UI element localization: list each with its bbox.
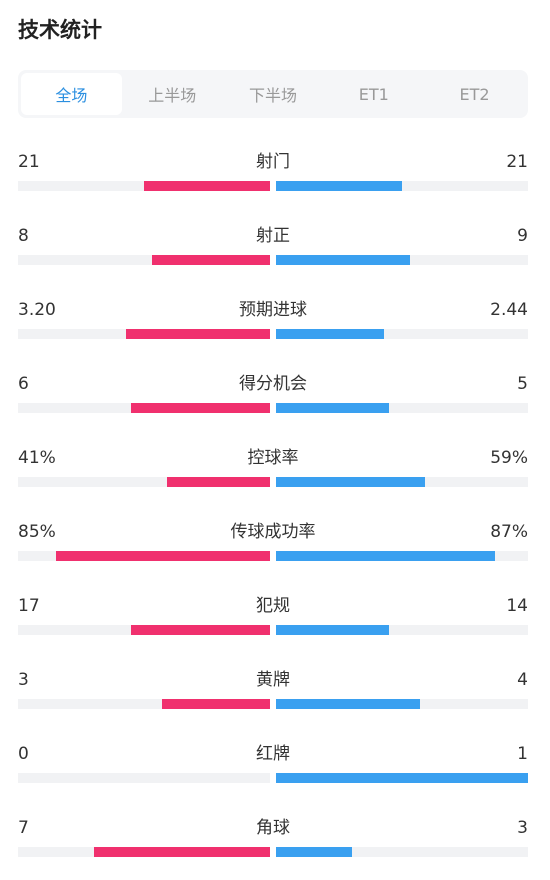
home-bar — [126, 329, 270, 339]
stat-label: 得分机会 — [239, 374, 307, 394]
stat-row-shots: 21 射门 21 — [18, 150, 528, 210]
home-value: 3.20 — [18, 300, 56, 320]
home-bar-track — [18, 255, 270, 265]
stat-row-shots-on-target: 8 射正 9 — [18, 224, 528, 284]
away-bar — [276, 551, 496, 561]
stat-label: 角球 — [256, 818, 290, 838]
home-bar — [166, 477, 270, 487]
away-value: 2.44 — [490, 300, 528, 320]
home-value: 6 — [18, 374, 29, 394]
stat-row-pass-accuracy: 85% 传球成功率 87% — [18, 520, 528, 580]
tab-second-half[interactable]: 下半场 — [248, 86, 297, 105]
tab-et1[interactable]: ET1 — [358, 84, 389, 104]
home-bar — [55, 551, 270, 561]
away-bar — [276, 329, 385, 339]
away-bar — [276, 625, 390, 635]
away-bar-track — [276, 403, 528, 413]
stat-row-big-chances: 6 得分机会 5 — [18, 372, 528, 432]
away-bar-track — [276, 477, 528, 487]
stat-row-fouls: 17 犯规 14 — [18, 594, 528, 654]
home-value: 8 — [18, 226, 29, 246]
home-value: 85% — [18, 522, 56, 542]
away-bar — [276, 403, 390, 413]
stat-label: 射门 — [256, 152, 290, 172]
home-value: 3 — [18, 670, 29, 690]
stat-label: 犯规 — [256, 596, 290, 616]
away-bar — [276, 773, 528, 783]
away-bar — [276, 699, 420, 709]
away-value: 14 — [506, 596, 528, 616]
stat-label: 控球率 — [247, 448, 299, 468]
away-value: 3 — [517, 818, 528, 838]
away-value: 21 — [506, 152, 528, 172]
home-bar — [131, 625, 270, 635]
away-bar-track — [276, 181, 528, 191]
home-value: 41% — [18, 448, 56, 468]
away-bar-track — [276, 773, 528, 783]
home-bar — [93, 847, 270, 857]
stat-label: 传球成功率 — [230, 522, 316, 542]
stat-row-possession: 41% 控球率 59% — [18, 446, 528, 506]
away-bar-track — [276, 625, 528, 635]
stat-row-red-cards: 0 红牌 1 — [18, 742, 528, 802]
tab-et2[interactable]: ET2 — [459, 84, 490, 104]
away-bar — [276, 477, 425, 487]
period-tabs: 全场 上半场 下半场 ET1 ET2 — [18, 70, 528, 118]
home-value: 0 — [18, 744, 29, 764]
away-value: 87% — [490, 522, 528, 542]
home-bar — [131, 403, 270, 413]
away-value: 4 — [517, 670, 528, 690]
away-value: 59% — [490, 448, 528, 468]
away-bar-track — [276, 255, 528, 265]
away-bar — [276, 847, 352, 857]
home-bar — [151, 255, 270, 265]
home-bar-track — [18, 847, 270, 857]
stat-label: 红牌 — [256, 744, 290, 764]
home-bar-track — [18, 699, 270, 709]
tab-first-half[interactable]: 上半场 — [148, 86, 197, 105]
stat-label: 黄牌 — [256, 670, 290, 690]
home-bar-track — [18, 551, 270, 561]
stat-row-yellow-cards: 3 黄牌 4 — [18, 668, 528, 728]
away-value: 5 — [517, 374, 528, 394]
away-bar — [276, 181, 402, 191]
home-bar-track — [18, 773, 270, 783]
home-bar-track — [18, 403, 270, 413]
home-bar-track — [18, 181, 270, 191]
away-bar-track — [276, 847, 528, 857]
stat-label: 射正 — [256, 226, 290, 246]
away-value: 1 — [517, 744, 528, 764]
home-value: 17 — [18, 596, 40, 616]
away-bar — [276, 255, 410, 265]
away-value: 9 — [517, 226, 528, 246]
home-bar-track — [18, 329, 270, 339]
stat-row-xg: 3.20 预期进球 2.44 — [18, 298, 528, 358]
home-value: 7 — [18, 818, 29, 838]
stat-row-corners: 7 角球 3 — [18, 816, 528, 876]
away-bar-track — [276, 551, 528, 561]
home-bar-track — [18, 625, 270, 635]
home-bar-track — [18, 477, 270, 487]
page-title: 技术统计 — [18, 18, 102, 42]
away-bar-track — [276, 329, 528, 339]
home-bar — [161, 699, 270, 709]
home-bar — [144, 181, 270, 191]
tab-full-match[interactable]: 全场 — [21, 73, 122, 115]
away-bar-track — [276, 699, 528, 709]
stat-label: 预期进球 — [239, 300, 307, 320]
home-value: 21 — [18, 152, 40, 172]
